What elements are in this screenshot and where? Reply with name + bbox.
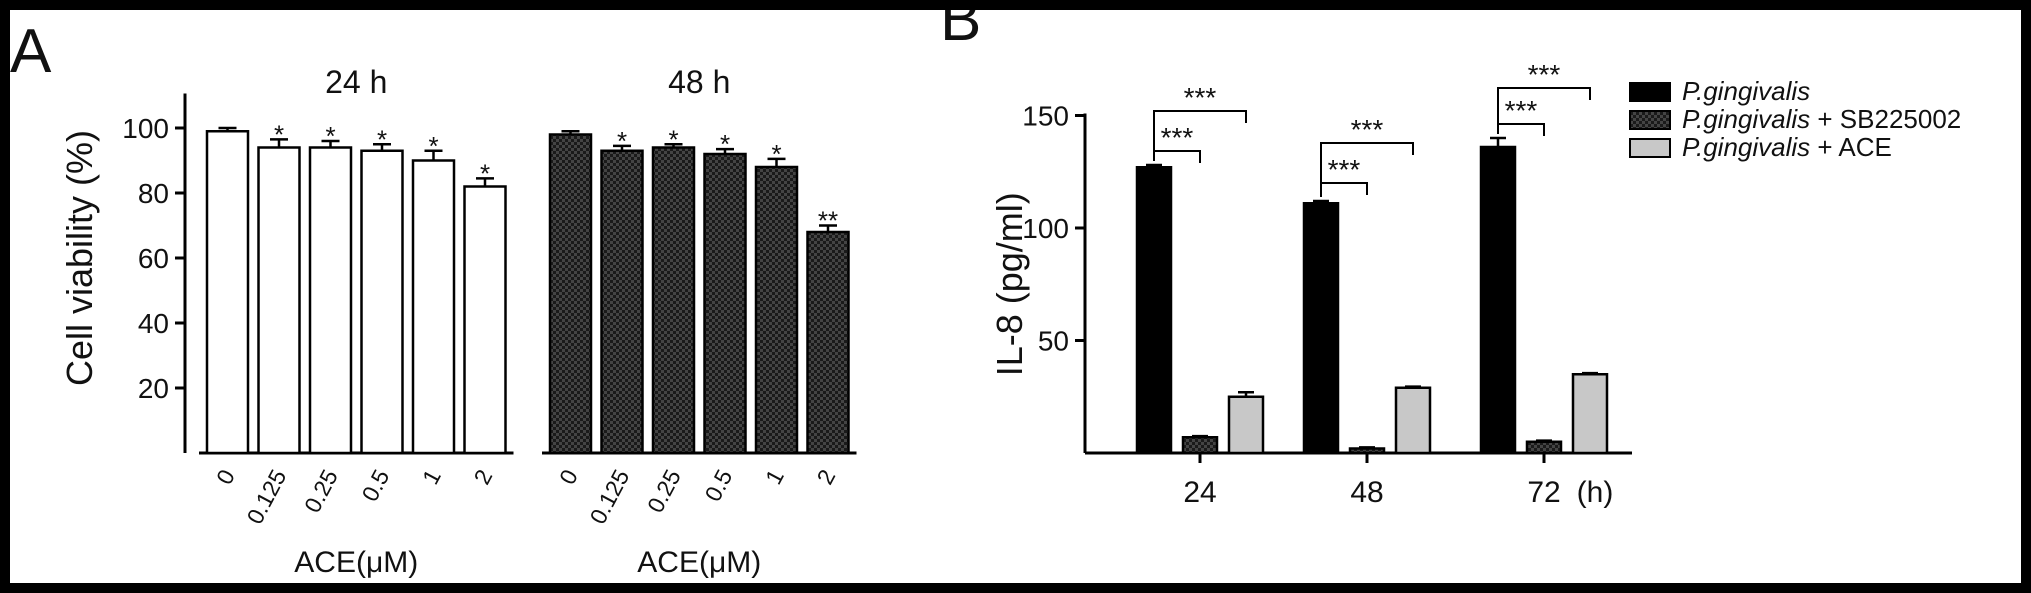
- legend-swatch: [1629, 110, 1671, 130]
- significance-label: **: [818, 206, 838, 236]
- bar: [1479, 145, 1517, 455]
- bar: [1227, 395, 1265, 455]
- x-tick-label: 0.125: [241, 465, 291, 528]
- y-tick-label: 100: [1022, 213, 1069, 244]
- x-tick-label: 0: [211, 465, 240, 489]
- legend-swatch: [1629, 82, 1671, 102]
- x-tick-label: 0.25: [299, 465, 343, 517]
- significance-label: *: [771, 139, 781, 169]
- bar: [411, 159, 456, 455]
- x-tick-label: 2: [811, 465, 840, 489]
- x-tick-label: 2: [468, 465, 497, 489]
- bar: [1348, 447, 1386, 455]
- legend-label: P.gingivalis + SB225002: [1682, 104, 1961, 134]
- legend-label-species: P.gingivalis: [1682, 104, 1810, 134]
- y-axis-title: IL-8 (pg/ml): [989, 192, 1030, 376]
- y-tick-label: 20: [138, 373, 169, 404]
- panel-label-b: B: [940, 10, 981, 54]
- significance-label: *: [668, 124, 678, 154]
- legend-label-treatment: + ACE: [1810, 132, 1892, 162]
- bar: [651, 146, 696, 455]
- x-axis-title: ACE(μM): [637, 546, 761, 579]
- bar: [463, 185, 507, 455]
- legend-label-treatment: + SB225002: [1810, 104, 1961, 134]
- x-tick-label: 0: [554, 465, 583, 489]
- legend-label: P.gingivalis + ACE: [1682, 132, 1892, 162]
- bar: [308, 146, 353, 455]
- significance-label: *: [720, 129, 730, 159]
- significance-label: ***: [1351, 114, 1384, 145]
- legend-label: P.gingivalis: [1682, 76, 1810, 106]
- legend-label-species: P.gingivalis: [1682, 76, 1810, 106]
- bar: [205, 130, 250, 455]
- bar: [1571, 373, 1609, 455]
- bar: [1302, 202, 1340, 455]
- significance-label: *: [617, 126, 627, 156]
- bar: [600, 149, 644, 455]
- significance-label: *: [325, 121, 335, 151]
- group-title: 48 h: [668, 64, 730, 100]
- group-title: 24 h: [325, 64, 387, 100]
- x-tick-label: 0.125: [584, 465, 634, 528]
- x-axis-unit: (h): [1577, 476, 1614, 509]
- significance-bracket: [1320, 182, 1368, 197]
- x-tick-label: 1: [760, 465, 789, 489]
- significance-label: ***: [1505, 95, 1538, 126]
- bar: [806, 230, 850, 455]
- significance-label: *: [274, 119, 284, 149]
- y-tick-label: 60: [138, 243, 169, 274]
- x-tick-label: 1: [417, 465, 446, 489]
- significance-label: ***: [1328, 154, 1361, 185]
- bar: [1525, 440, 1563, 455]
- figure-frame: A B 20 40 60 80 100 Cell viability (%) 24 h ACE…: [10, 10, 2021, 583]
- significance-bracket: [1153, 110, 1247, 161]
- x-tick-label: 48: [1350, 476, 1383, 509]
- significance-bracket: [1320, 142, 1414, 197]
- x-tick-label: 0.5: [356, 465, 394, 505]
- y-tick-label: 80: [138, 178, 169, 209]
- x-tick-label: 24: [1183, 476, 1216, 509]
- panel-label-a: A: [10, 17, 52, 86]
- significance-label: ***: [1528, 59, 1561, 90]
- significance-label: *: [428, 131, 438, 161]
- significance-bracket: [1497, 87, 1591, 134]
- bar: [360, 149, 404, 455]
- bar: [703, 152, 747, 455]
- panel-b-chart: 50 100 150 IL-8 (pg/ml) 24 48 72 (h) *** *** *** **…: [989, 59, 1961, 509]
- significance-label: *: [377, 124, 387, 154]
- significance-label: *: [480, 158, 490, 188]
- x-axis-title: ACE(μM): [294, 546, 418, 579]
- bar: [1135, 166, 1173, 455]
- x-tick-label: 0.25: [642, 465, 686, 517]
- legend-label-species: P.gingivalis: [1682, 132, 1810, 162]
- y-tick-label: 50: [1038, 326, 1069, 357]
- significance-label: ***: [1161, 122, 1194, 153]
- x-tick-label: 0.5: [699, 465, 737, 505]
- bar: [1181, 436, 1219, 455]
- bar: [1394, 386, 1432, 455]
- y-tick-label: 100: [122, 113, 169, 144]
- bar: [257, 146, 301, 455]
- y-tick-label: 150: [1022, 101, 1069, 132]
- legend-swatch: [1629, 138, 1671, 158]
- y-tick-label: 40: [138, 308, 169, 339]
- bar: [548, 133, 593, 455]
- y-axis-title: Cell viability (%): [59, 130, 100, 386]
- x-tick-label: 72: [1527, 476, 1560, 509]
- bar: [754, 165, 799, 455]
- significance-label: ***: [1184, 82, 1217, 113]
